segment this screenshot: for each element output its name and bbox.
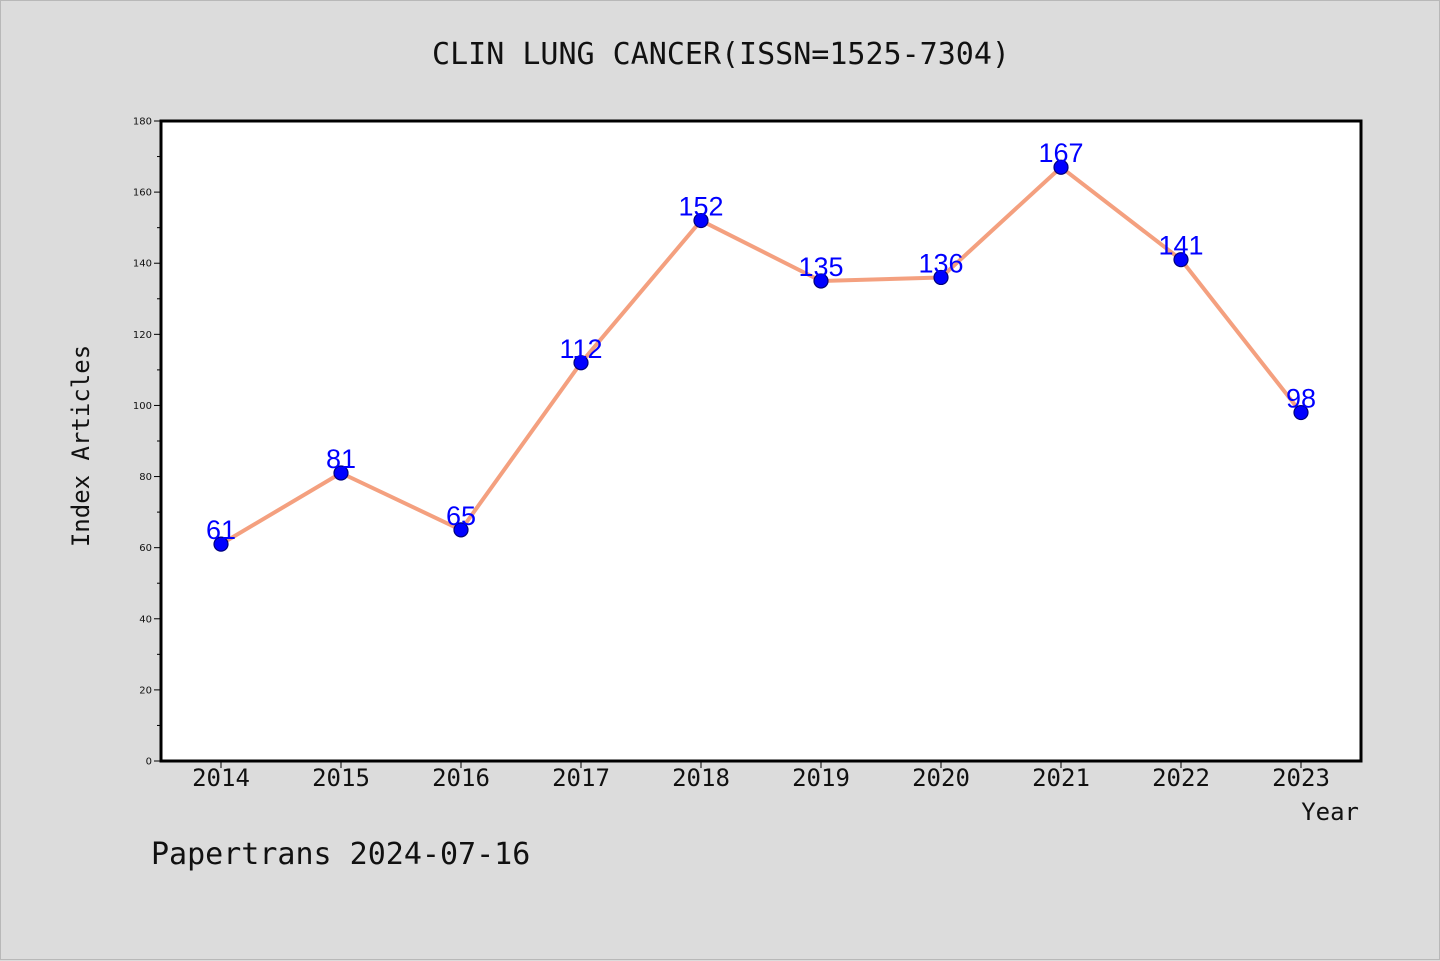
- x-axis-label: Year: [1301, 798, 1359, 826]
- footer-note: Papertrans 2024-07-16: [151, 837, 531, 872]
- x-tick-label: 2021: [1032, 764, 1090, 792]
- x-tick-label: 2014: [192, 764, 250, 792]
- y-tick-label: 180: [133, 117, 152, 128]
- data-point: [573, 355, 589, 371]
- data-label: 61: [206, 515, 236, 545]
- x-tick-label: 2018: [672, 764, 730, 792]
- x-tick-label: 2017: [552, 764, 610, 792]
- data-point: [213, 536, 229, 552]
- data-point: [1293, 404, 1309, 421]
- data-point: [1173, 252, 1189, 268]
- series-line: [219, 165, 1303, 547]
- plot-border: [159, 119, 1363, 763]
- data-point: [693, 212, 709, 229]
- data-point: [1053, 159, 1069, 175]
- data-label: 81: [326, 444, 356, 474]
- data-label: 167: [1038, 138, 1083, 168]
- data-label: 98: [1286, 384, 1316, 414]
- data-point: [933, 269, 949, 286]
- x-tick-label: 2020: [912, 764, 970, 792]
- y-tick-label: 100: [133, 401, 152, 412]
- data-label: 112: [559, 334, 602, 364]
- y-tick-label: 0: [146, 757, 152, 768]
- data-label: 135: [798, 252, 843, 282]
- data-label: 152: [678, 192, 723, 222]
- x-tick-label: 2019: [792, 764, 850, 792]
- data-label: 65: [446, 501, 476, 531]
- plot-area: [161, 121, 1361, 761]
- chart-title: CLIN LUNG CANCER(ISSN=1525-7304): [432, 37, 1010, 72]
- y-tick-label: 160: [133, 188, 152, 199]
- y-tick-label: 140: [133, 259, 152, 270]
- y-tick-label: 120: [133, 330, 152, 341]
- x-tick-label: 2022: [1152, 764, 1210, 792]
- data-point: [333, 465, 349, 481]
- data-label: 141: [1158, 231, 1203, 261]
- y-tick-label: 80: [139, 472, 152, 483]
- x-tick-label: 2015: [312, 764, 370, 792]
- y-tick-label: 60: [139, 543, 152, 554]
- data-point: [453, 522, 469, 538]
- data-label: 136: [918, 248, 963, 278]
- x-tick-label: 2016: [432, 764, 490, 792]
- data-point: [813, 273, 829, 289]
- x-tick-label: 2023: [1272, 764, 1330, 792]
- y-tick-label: 20: [139, 685, 152, 696]
- y-tick-label: 40: [139, 614, 152, 625]
